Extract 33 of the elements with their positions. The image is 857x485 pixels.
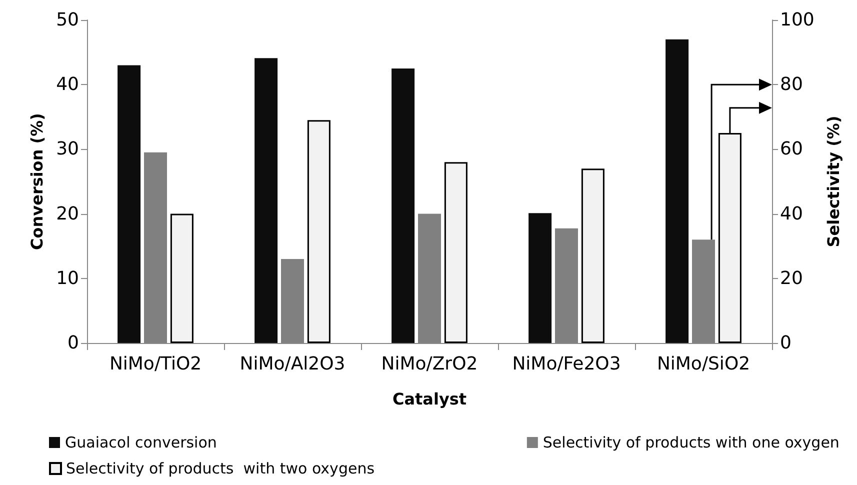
bar bbox=[254, 58, 278, 343]
bar bbox=[307, 120, 330, 343]
x-axis-title: Catalyst bbox=[392, 390, 467, 408]
y-tick-label: 30 bbox=[56, 138, 79, 160]
y2-tick-label: 0 bbox=[780, 332, 792, 354]
y-tick-label: 20 bbox=[56, 203, 79, 224]
x-tick-label: NiMo/Fe2O3 bbox=[512, 354, 621, 374]
bar bbox=[170, 214, 194, 343]
bar bbox=[718, 133, 742, 343]
bar bbox=[444, 162, 468, 343]
y2-tick-label: 40 bbox=[780, 203, 803, 224]
y-tick-label: 10 bbox=[56, 268, 79, 289]
y2-axis-title: Selectivity (%) bbox=[824, 116, 843, 248]
y-axis-title: Conversion (%) bbox=[28, 113, 46, 250]
y-tick-label: 40 bbox=[56, 74, 79, 96]
bar bbox=[666, 39, 689, 343]
x-tick-label: NiMo/ZrO2 bbox=[381, 354, 478, 374]
bar bbox=[392, 68, 415, 343]
x-tick-label: NiMo/TiO2 bbox=[109, 354, 202, 374]
x-tick-label: NiMo/SiO2 bbox=[656, 354, 750, 374]
y2-tick-label: 20 bbox=[780, 268, 803, 289]
bar bbox=[118, 65, 141, 343]
y-tick-label: 50 bbox=[56, 10, 79, 30]
y-tick-label: 0 bbox=[68, 332, 79, 354]
y2-tick-label: 80 bbox=[780, 74, 803, 96]
legend-label: Selectivity of products with one oxygen bbox=[542, 434, 840, 452]
legend-label: Guaiacol conversion bbox=[65, 434, 217, 452]
y2-tick-label: 100 bbox=[780, 10, 814, 30]
legend-label: Selectivity of products with two oxygens bbox=[66, 460, 375, 478]
bar bbox=[528, 213, 552, 343]
bar bbox=[581, 168, 604, 343]
x-tick-label: NiMo/Al2O3 bbox=[240, 354, 346, 374]
y2-tick-label: 60 bbox=[780, 138, 803, 160]
